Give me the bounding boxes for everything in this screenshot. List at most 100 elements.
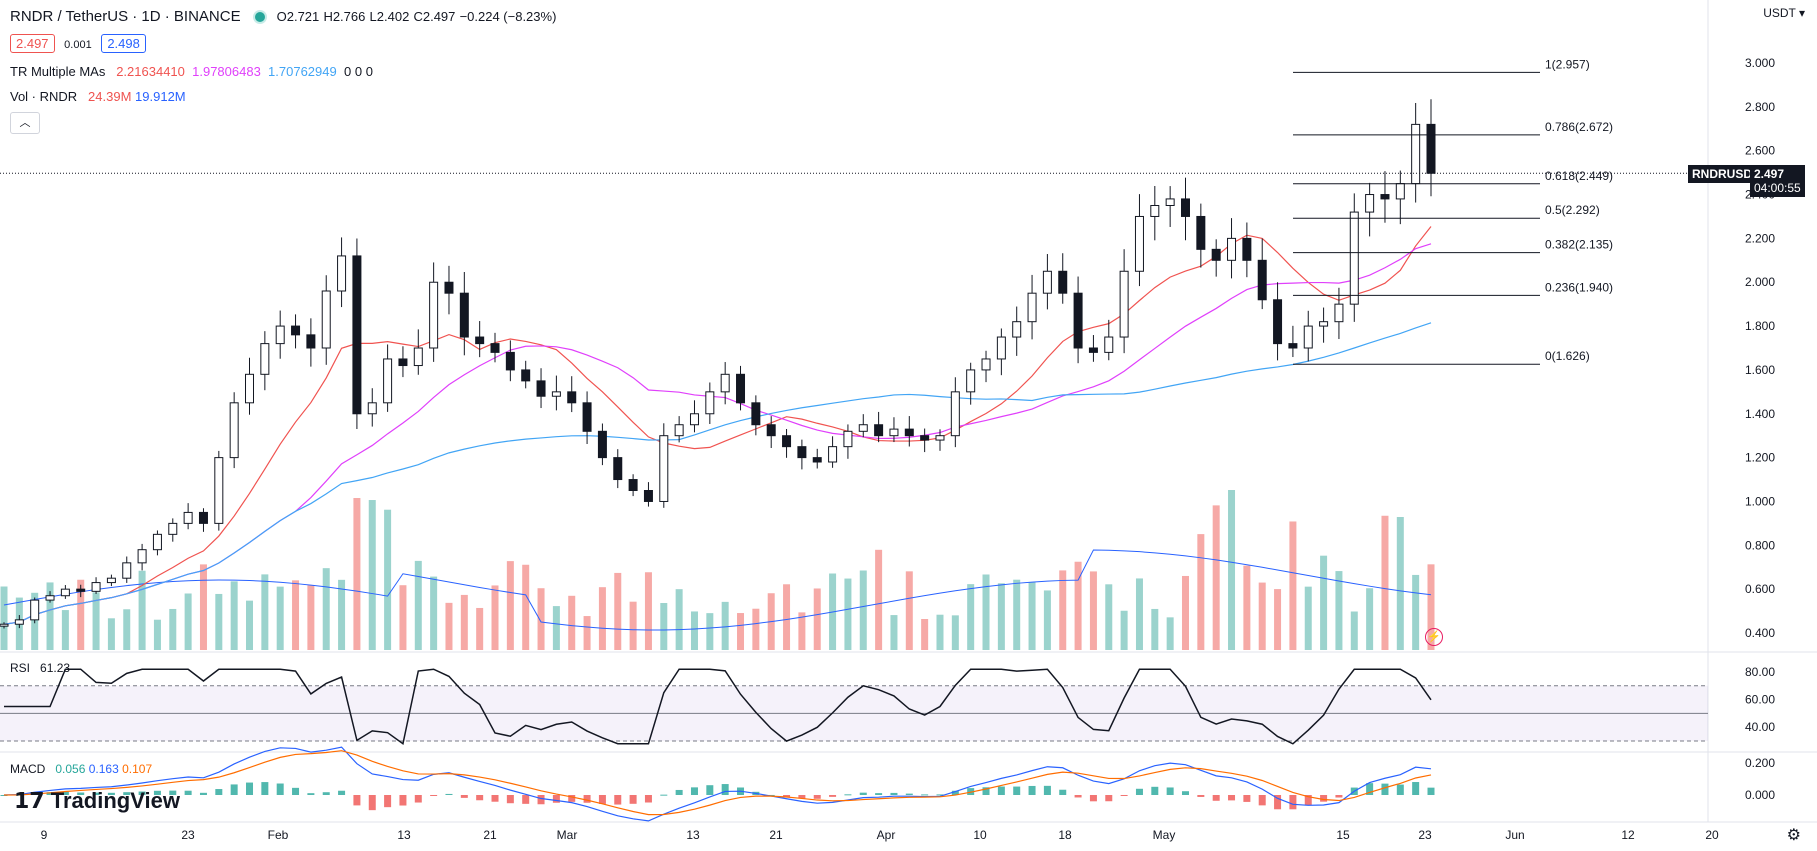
candle-body — [321, 290, 331, 349]
candle-body — [183, 511, 193, 524]
price-axis-tick: 0.400 — [1745, 626, 1775, 640]
macd-histogram-bar — [905, 793, 913, 795]
candle-body — [122, 562, 132, 579]
ma6-value: 0 — [365, 64, 373, 79]
volume-bar — [690, 611, 698, 650]
rsi-line — [4, 668, 1432, 746]
candle-body — [1411, 123, 1421, 185]
gear-icon[interactable]: ⚙ — [1786, 827, 1801, 844]
candle-body — [1334, 303, 1344, 323]
candle-body — [1058, 270, 1068, 294]
volume-bar — [1197, 534, 1205, 650]
candle-body — [858, 424, 868, 432]
candle-body — [398, 358, 408, 367]
tradingview-logo[interactable]: 𝟭𝟳 TradingView — [14, 788, 180, 814]
chevron-up-icon[interactable]: ︿ — [10, 112, 40, 134]
macd-histogram-bar — [230, 784, 238, 795]
macd-histogram-bar — [875, 793, 883, 795]
macd-histogram-bar — [1427, 787, 1435, 795]
time-axis-tick: 10 — [973, 828, 987, 842]
volume-bar — [737, 613, 745, 650]
volume-legend-label: Vol · RNDR — [10, 89, 78, 104]
volume-bar — [138, 570, 146, 650]
volume-bar — [644, 572, 652, 650]
currency-label: USDT — [1763, 6, 1796, 20]
volume-bar — [153, 619, 161, 650]
macd-axis-tick: 0.000 — [1745, 788, 1775, 802]
candle-body — [505, 351, 515, 371]
ohlc-open: O2.721 — [276, 9, 320, 24]
volume-bar — [598, 587, 606, 650]
candle-body — [751, 402, 761, 426]
macd-histogram-bar — [568, 795, 576, 802]
candle-body — [337, 255, 347, 292]
candle-body — [76, 588, 86, 592]
price-axis-tick: 3.000 — [1745, 56, 1775, 70]
time-axis-tick: 21 — [769, 828, 783, 842]
candle-body — [889, 428, 899, 437]
volume-bar — [1013, 579, 1021, 650]
volume-bar — [399, 585, 407, 650]
currency-selector[interactable]: USDT ▾ — [1763, 6, 1805, 20]
macd-histogram-bar — [1258, 795, 1266, 806]
price-axis-tick: 1.800 — [1745, 319, 1775, 333]
volume-bar — [77, 579, 85, 650]
volume-bar — [921, 618, 929, 650]
macd-histogram-bar — [384, 795, 392, 808]
macd-legend[interactable]: MACD 0.056 0.163 0.107 — [10, 762, 152, 776]
macd-histogram-bar — [982, 787, 990, 795]
candle-body — [1042, 270, 1052, 294]
volume-bar — [951, 615, 959, 650]
volume-bar — [460, 594, 468, 650]
macd-histogram-bar — [184, 790, 192, 795]
price-axis-tick: 2.600 — [1745, 144, 1775, 158]
fib-level-label: 0.382(2.135) — [1545, 238, 1613, 252]
volume-bar — [982, 574, 990, 650]
macd-histogram-bar — [675, 789, 683, 795]
candle-body — [628, 479, 638, 491]
rsi-label: RSI — [10, 661, 31, 675]
volume-bar — [614, 572, 622, 650]
macd-histogram-bar — [537, 795, 545, 805]
macd-histogram-bar — [199, 792, 207, 795]
volume-legend[interactable]: Vol · RNDR 24.39M 19.912M — [10, 89, 186, 104]
candle-body — [352, 255, 362, 415]
macd-histogram-bar — [706, 785, 714, 795]
volume-bar — [1059, 570, 1067, 650]
candle-body — [291, 325, 301, 336]
candle-body — [137, 549, 147, 564]
lightning-icon[interactable]: ⚡ — [1425, 628, 1443, 646]
bar-countdown: 04:00:55 — [1754, 181, 1801, 195]
candle-body — [383, 358, 393, 404]
volume-bar — [660, 603, 668, 650]
macd-histogram-bar — [153, 790, 161, 795]
candle-body — [674, 424, 684, 437]
volume-bar — [307, 585, 315, 650]
macd-histogram-bar — [92, 792, 100, 795]
volume-bar — [1243, 565, 1251, 650]
time-axis-tick: 9 — [41, 828, 48, 842]
macd-histogram-bar — [660, 794, 668, 796]
sell-price-button[interactable]: 2.497 — [10, 34, 55, 53]
candle-body — [490, 343, 500, 353]
symbol-title[interactable]: RNDR / TetherUS · 1D · BINANCE — [10, 8, 241, 25]
volume-bar — [46, 582, 54, 650]
rsi-legend[interactable]: RSI 61.23 — [10, 661, 70, 675]
ma3-value: 1.70762949 — [268, 64, 337, 79]
buy-price-button[interactable]: 2.498 — [101, 34, 146, 53]
time-axis-tick: Mar — [557, 828, 578, 842]
candle-body — [597, 430, 607, 459]
macd-histogram-bar — [1166, 787, 1174, 795]
volume-bar — [568, 595, 576, 650]
ma-legend[interactable]: TR Multiple MAs 2.21634410 1.97806483 1.… — [10, 64, 373, 79]
macd-histogram-bar — [921, 794, 929, 796]
candle-body — [996, 336, 1006, 360]
candle-body — [920, 435, 930, 441]
candle-body — [797, 446, 807, 459]
ma1-line — [3, 226, 1432, 625]
macd-histogram-bar — [1412, 782, 1420, 795]
volume-bar — [1335, 571, 1343, 650]
price-axis-tick: 1.400 — [1745, 407, 1775, 421]
volume-bar — [1304, 586, 1312, 650]
